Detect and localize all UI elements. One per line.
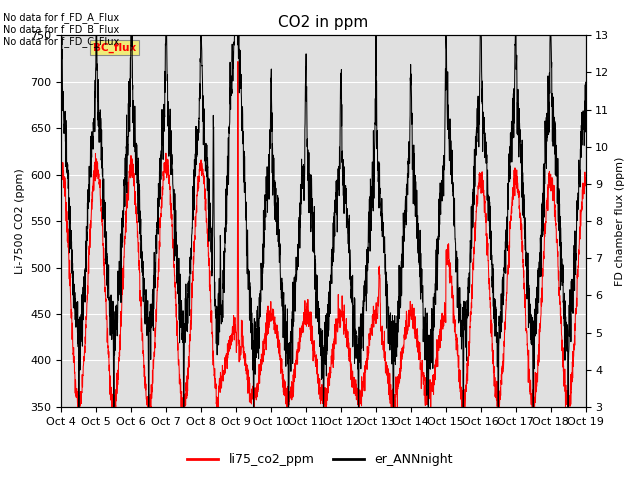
Text: No data for f_FD_A_Flux: No data for f_FD_A_Flux: [3, 12, 119, 23]
Text: BC_flux: BC_flux: [93, 42, 136, 53]
Text: No data for f_FD_C_Flux: No data for f_FD_C_Flux: [3, 36, 120, 47]
Legend: li75_co2_ppm, er_ANNnight: li75_co2_ppm, er_ANNnight: [182, 448, 458, 471]
Text: No data for f_FD_B_Flux: No data for f_FD_B_Flux: [3, 24, 120, 35]
Title: CO2 in ppm: CO2 in ppm: [278, 15, 369, 30]
Y-axis label: FD chamber flux (ppm): FD chamber flux (ppm): [615, 156, 625, 286]
Y-axis label: Li-7500 CO2 (ppm): Li-7500 CO2 (ppm): [15, 168, 25, 274]
